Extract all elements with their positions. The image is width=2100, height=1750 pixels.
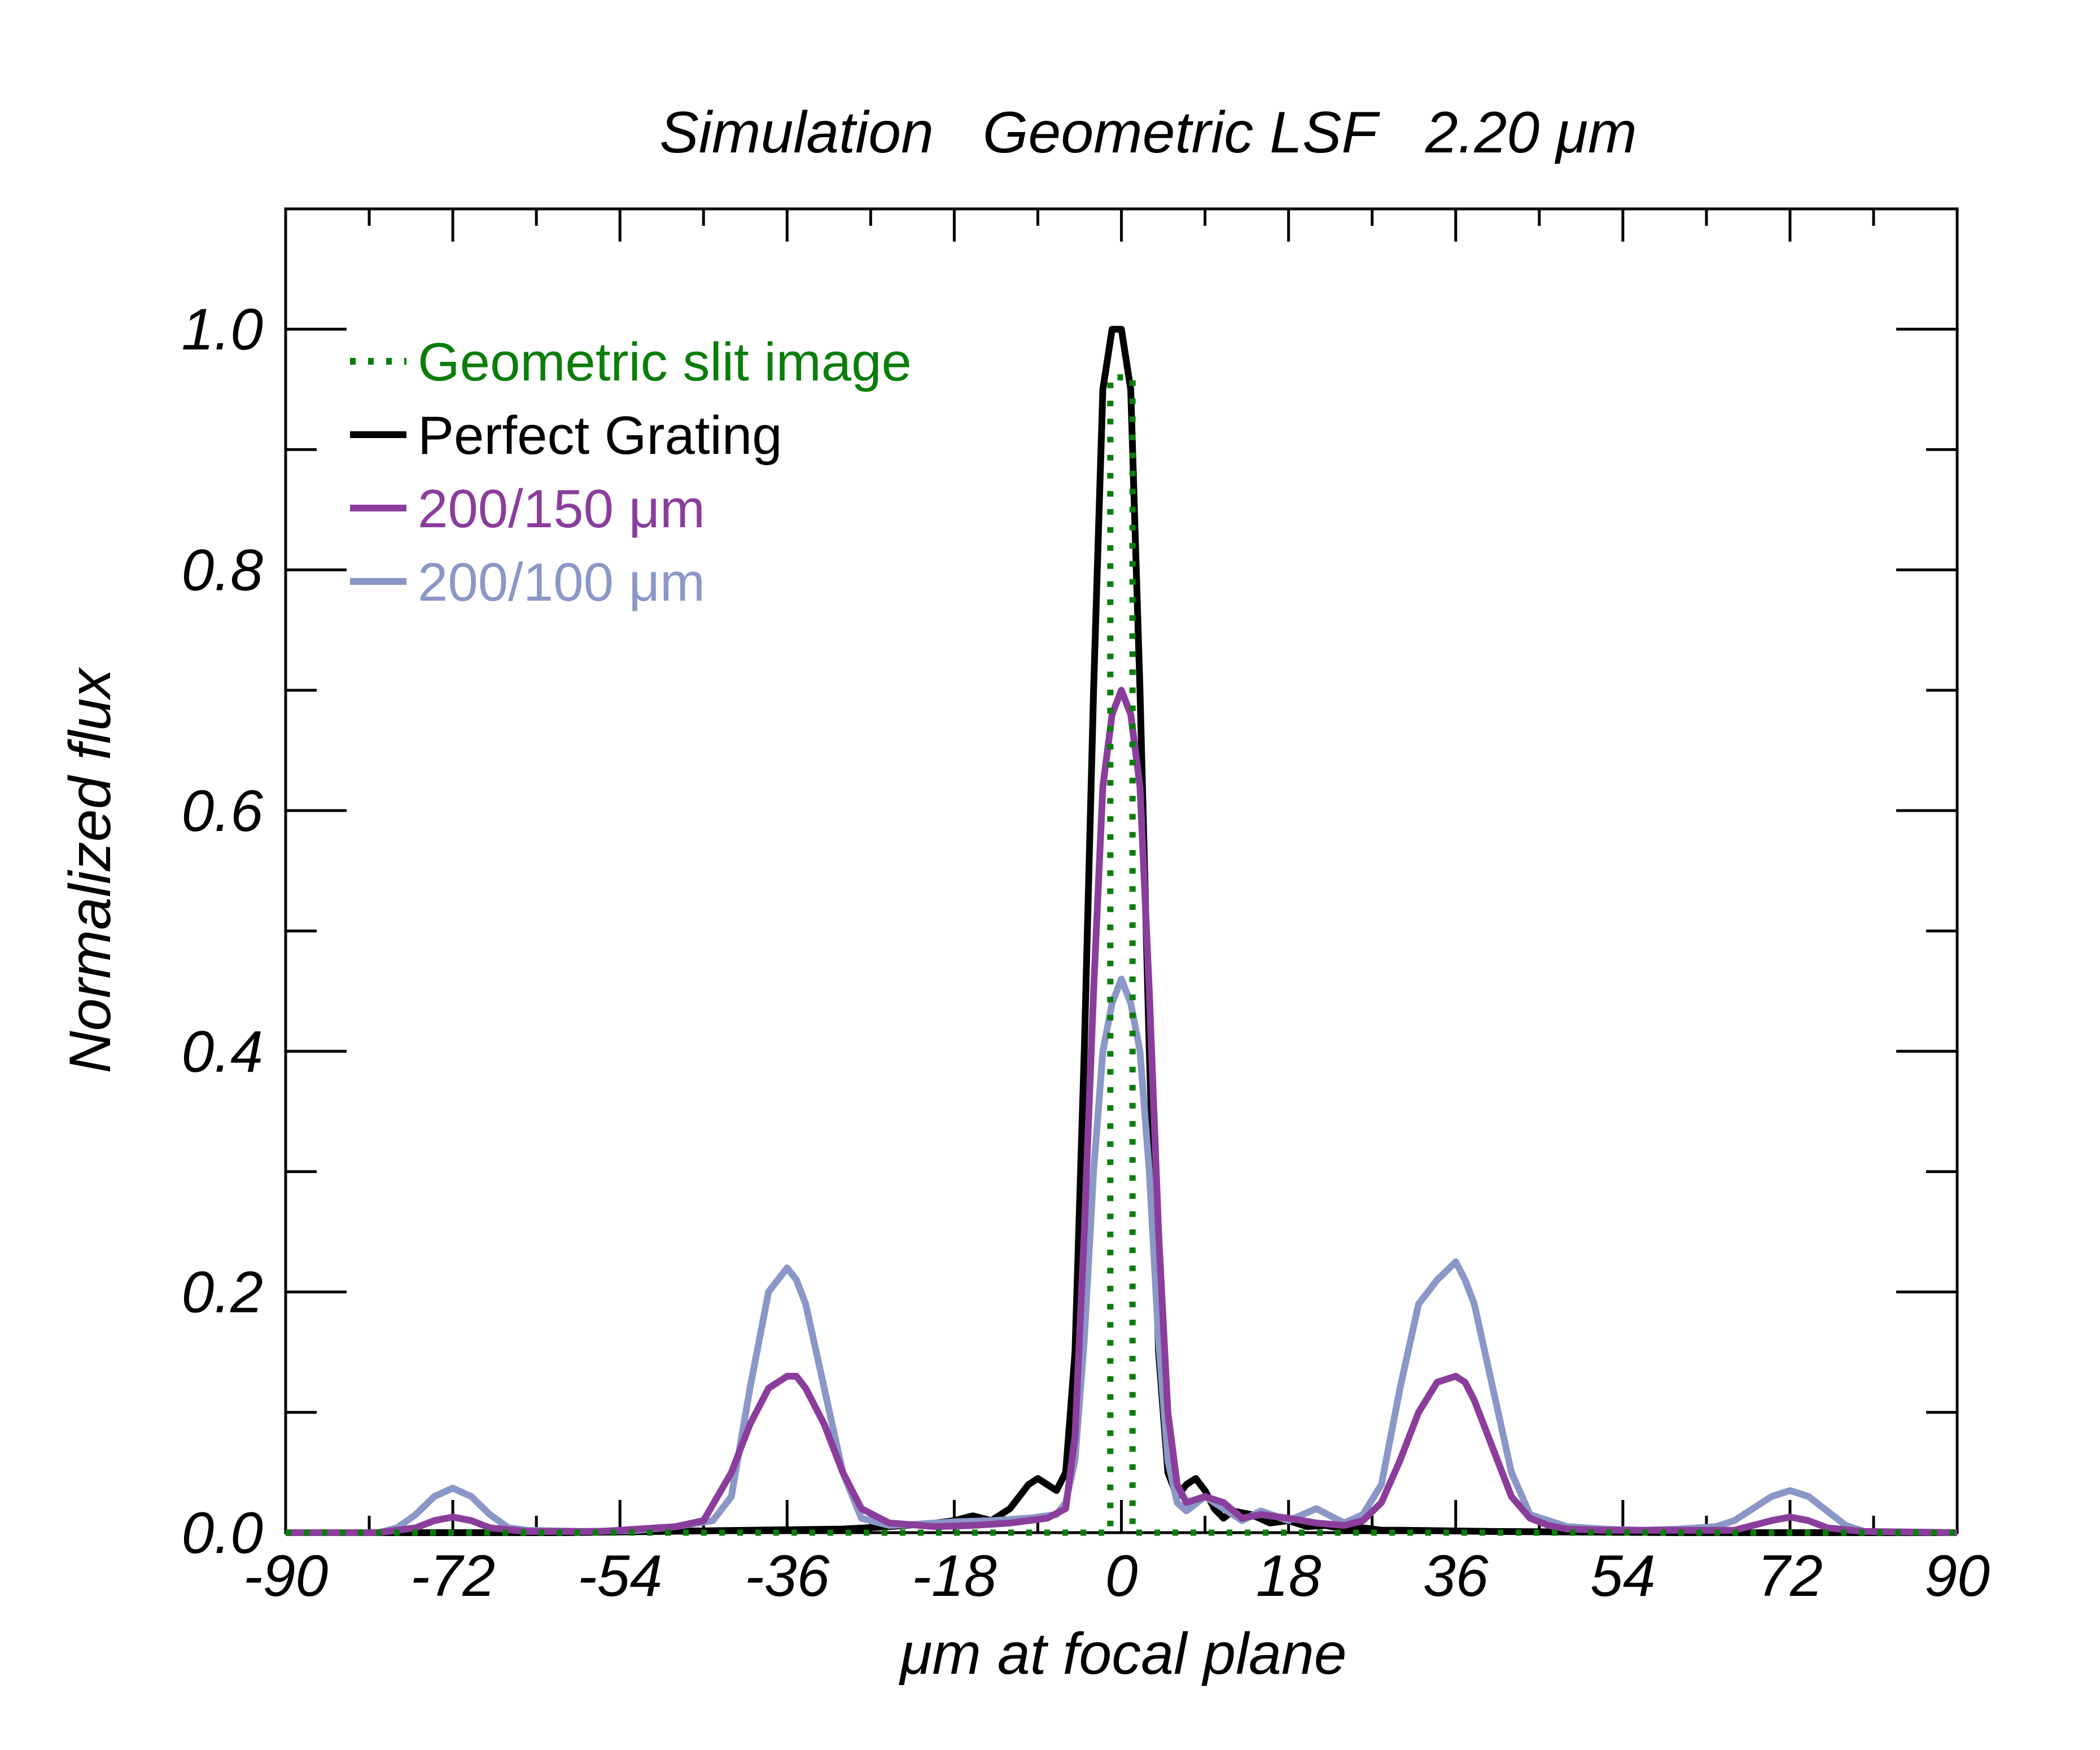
x-tick-label: -72: [410, 1543, 495, 1609]
series-line-200-100-m: [286, 975, 1958, 1536]
x-tick-label: -18: [912, 1543, 996, 1609]
series-line-geometric-slit-image: [286, 374, 1957, 1536]
x-tick-label: 54: [1590, 1543, 1656, 1609]
y-axis-title: Normalized flux: [58, 667, 123, 1074]
y-tick-label: 0.2: [181, 1260, 263, 1325]
legend-label: Geometric slit image: [418, 332, 912, 392]
legend-label: Perfect Grating: [418, 405, 782, 466]
legend-label: 200/100 μm: [418, 552, 705, 613]
x-tick-label: 90: [1924, 1543, 1990, 1609]
legend-label: 200/150 μm: [418, 479, 705, 539]
tick-labels: -90 -72 -54 -36 -18 0 18 36 54 72 90 0.0 0.2 0.4 0.6 0.…: [181, 297, 1989, 1609]
y-tick-label: 0.0: [181, 1500, 263, 1566]
x-tick-label: 72: [1757, 1543, 1823, 1609]
x-tick-label: -90: [243, 1543, 328, 1609]
legend: Geometric slit image Perfect Grating 200/1…: [350, 332, 912, 613]
x-tick-label: 18: [1256, 1543, 1322, 1609]
x-tick-label: -54: [578, 1543, 662, 1609]
series-line-200-150-m: [286, 686, 1958, 1536]
x-tick-label: 36: [1423, 1543, 1489, 1609]
y-tick-label: 0.6: [181, 778, 263, 844]
x-axis-title: μm at focal plane: [898, 1621, 1346, 1687]
series-layer: [286, 326, 1958, 1536]
x-tick-label: 0: [1105, 1543, 1138, 1609]
x-tick-label: -36: [745, 1543, 829, 1609]
y-tick-label: 1.0: [181, 297, 263, 362]
chart-title: Simulation Geometric LSF 2.20 μm: [659, 100, 1637, 165]
y-tick-label: 0.4: [181, 1019, 263, 1084]
y-tick-label: 0.8: [181, 538, 263, 603]
